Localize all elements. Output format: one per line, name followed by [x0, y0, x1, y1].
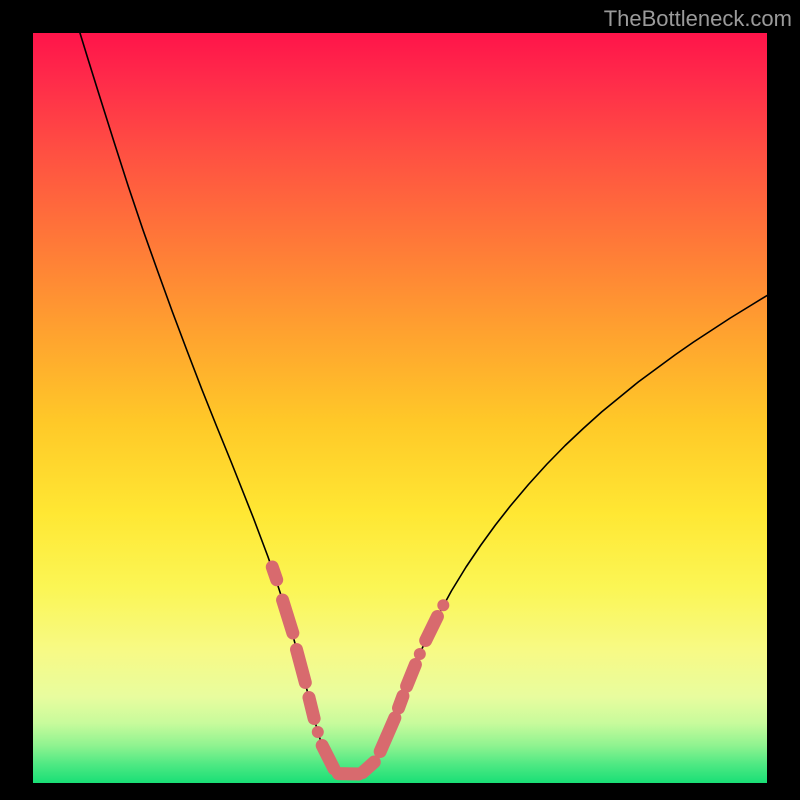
marker-dot [437, 599, 449, 611]
marker-capsule [407, 665, 416, 687]
bottleneck-chart [0, 0, 800, 800]
chart-frame: TheBottleneck.com [0, 0, 800, 800]
marker-dot [312, 726, 324, 738]
marker-capsule [363, 762, 375, 773]
gradient-background [33, 33, 767, 783]
marker-dot [414, 648, 426, 660]
marker-capsule [309, 698, 314, 719]
marker-capsule [399, 696, 403, 708]
marker-capsule [272, 567, 276, 580]
marker-capsule [297, 650, 306, 683]
